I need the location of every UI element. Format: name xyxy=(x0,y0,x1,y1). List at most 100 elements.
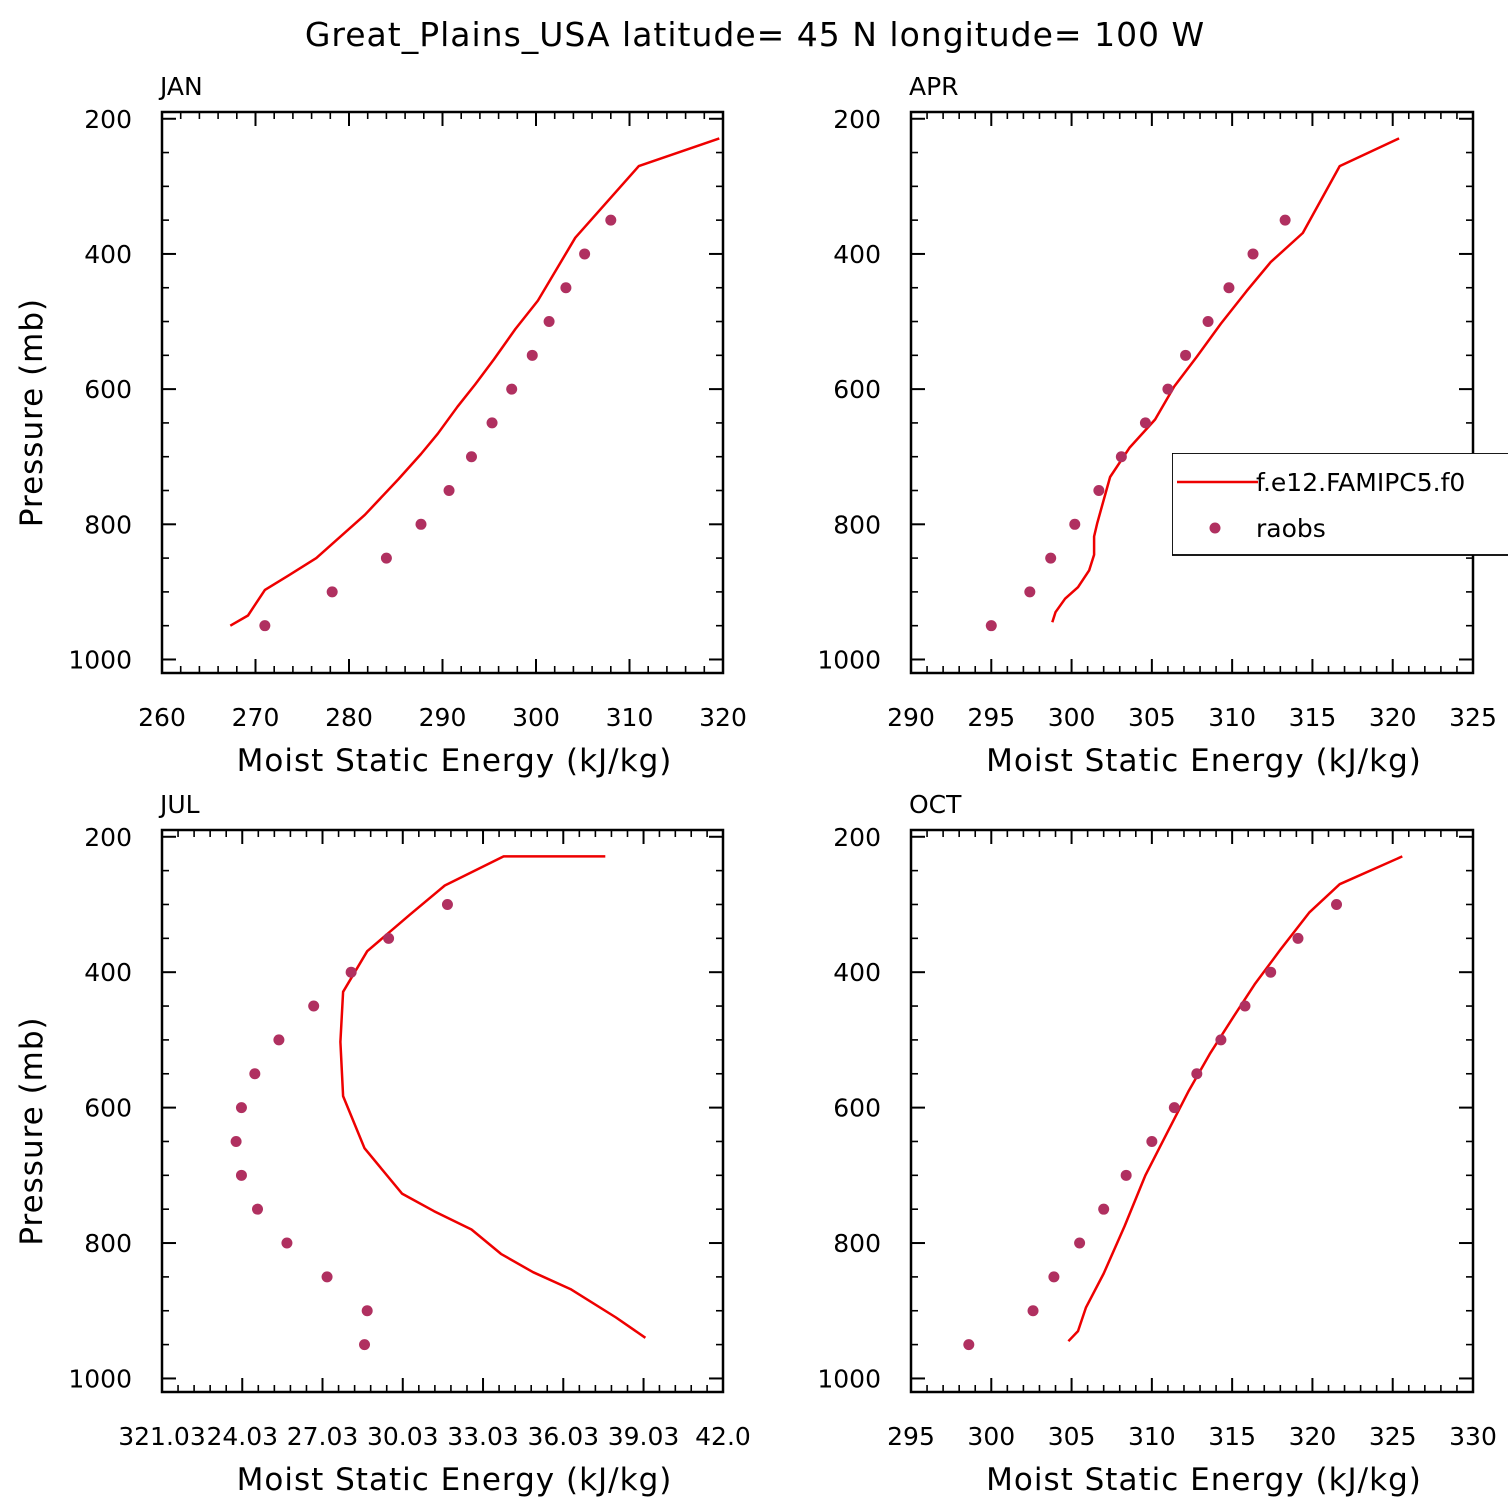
x-tick-label: 321.03 xyxy=(118,1422,205,1451)
x-tick-label: 300 xyxy=(512,703,560,732)
panel-title: JUL xyxy=(158,790,200,819)
raobs-point xyxy=(235,1169,247,1181)
raobs-point xyxy=(1024,586,1036,598)
x-tick-label: 290 xyxy=(887,703,935,732)
y-tick-label: 1000 xyxy=(817,645,881,674)
figure-title: Great_Plains_USA latitude= 45 N longitud… xyxy=(305,15,1205,54)
raobs-point xyxy=(1115,451,1127,463)
x-axis-label: Moist Static Energy (kJ/kg) xyxy=(237,1462,673,1498)
raobs-point xyxy=(1120,1169,1132,1181)
raobs-point xyxy=(1168,1102,1180,1114)
x-tick-label: 30.03 xyxy=(367,1422,439,1451)
raobs-point xyxy=(1069,518,1081,530)
x-tick-label: 325 xyxy=(1369,1422,1417,1451)
x-tick-label: 320 xyxy=(1289,1422,1337,1451)
y-axis-label: Pressure (mb) xyxy=(14,298,50,527)
y-tick-label: 800 xyxy=(833,510,881,539)
raobs-point xyxy=(1265,966,1277,978)
x-tick-label: 305 xyxy=(1048,1422,1096,1451)
model-line xyxy=(1051,137,1400,623)
y-tick-label: 1000 xyxy=(68,645,132,674)
panel-jul: 321.03 24.03 27.03 30.03 33.03 36.03 39.03 42.0… xyxy=(14,790,751,1498)
panel-apr: 290 295 300 305 310 315 320 325 200 400 600 800 1000… xyxy=(817,72,1508,779)
y-tick-label: 800 xyxy=(84,1229,132,1258)
x-tick-label: 280 xyxy=(325,703,373,732)
x-tick-label: 310 xyxy=(606,703,654,732)
raobs-point xyxy=(235,1102,247,1114)
raobs-point xyxy=(345,966,357,978)
x-tick-label: 24.03 xyxy=(206,1422,278,1451)
model-line xyxy=(1067,855,1403,1343)
raobs-point xyxy=(249,1068,261,1080)
raobs-point xyxy=(1045,552,1057,564)
x-axis-label: Moist Static Energy (kJ/kg) xyxy=(986,1462,1422,1498)
raobs-point xyxy=(506,383,518,395)
x-tick-label: 310 xyxy=(1128,1422,1176,1451)
raobs-point xyxy=(605,214,617,226)
raobs-point xyxy=(1191,1068,1203,1080)
y-tick-label: 200 xyxy=(84,105,132,134)
raobs-point xyxy=(259,620,271,632)
panel-title: JAN xyxy=(158,72,203,101)
panel-title: APR xyxy=(909,72,959,101)
raobs-point xyxy=(579,248,591,260)
x-tick-label: 300 xyxy=(967,1422,1015,1451)
raobs-point xyxy=(359,1339,371,1351)
raobs-point xyxy=(326,586,338,598)
raobs-point xyxy=(985,620,997,632)
plot-frame xyxy=(160,110,725,675)
y-tick-label: 200 xyxy=(833,823,881,852)
legend: f.e12.FAMIPC5.f0 raobs xyxy=(1172,453,1508,556)
y-tick-label: 400 xyxy=(84,240,132,269)
raobs-point xyxy=(543,316,555,328)
raobs-point xyxy=(1146,1135,1158,1147)
raobs-point xyxy=(560,282,572,294)
raobs-point xyxy=(1027,1305,1039,1317)
y-tick-label: 1000 xyxy=(817,1364,881,1393)
raobs-point xyxy=(1202,316,1214,328)
raobs-point xyxy=(1247,248,1259,260)
y-tick-label: 1000 xyxy=(68,1364,132,1393)
x-tick-label: 290 xyxy=(419,703,467,732)
raobs-point xyxy=(1215,1034,1227,1046)
raobs-point xyxy=(526,349,538,361)
x-tick-label: 39.03 xyxy=(608,1422,680,1451)
raobs-point xyxy=(1279,214,1291,226)
raobs-point xyxy=(1074,1237,1086,1249)
raobs-point xyxy=(963,1339,975,1351)
x-tick-label: 325 xyxy=(1449,703,1497,732)
raobs-point xyxy=(486,417,498,429)
raobs-point xyxy=(441,898,453,910)
x-tick-label: 270 xyxy=(232,703,280,732)
legend-marker-swatch xyxy=(1209,522,1221,534)
x-axis-label: Moist Static Energy (kJ/kg) xyxy=(986,743,1422,779)
model-line xyxy=(339,855,647,1339)
x-tick-label: 320 xyxy=(699,703,747,732)
y-tick-label: 400 xyxy=(833,240,881,269)
x-tick-label: 310 xyxy=(1208,703,1256,732)
y-tick-label: 600 xyxy=(833,375,881,404)
x-tick-label: 27.03 xyxy=(287,1422,359,1451)
x-tick-label: 320 xyxy=(1369,703,1417,732)
y-axis-label: Pressure (mb) xyxy=(14,1016,50,1245)
y-tick-label: 600 xyxy=(84,1094,132,1123)
y-tick-label: 600 xyxy=(833,1094,881,1123)
raobs-point xyxy=(1098,1203,1110,1215)
panel-oct: 295 300 305 310 315 320 325 330 200 400 600 800 1000… xyxy=(817,790,1496,1498)
y-tick-label: 400 xyxy=(833,958,881,987)
raobs-point xyxy=(321,1271,333,1283)
raobs-point xyxy=(415,518,427,530)
raobs-point xyxy=(361,1305,373,1317)
plot-frame xyxy=(160,828,725,1394)
x-tick-label: 42.0 xyxy=(695,1422,751,1451)
x-tick-label: 300 xyxy=(1048,703,1096,732)
raobs-point xyxy=(308,1000,320,1012)
raobs-point xyxy=(1093,485,1105,497)
legend-box xyxy=(1172,453,1508,556)
model-line xyxy=(229,137,720,627)
raobs-point xyxy=(281,1237,293,1249)
legend-label-model: f.e12.FAMIPC5.f0 xyxy=(1256,468,1465,497)
x-tick-label: 295 xyxy=(887,1422,935,1451)
x-tick-label: 305 xyxy=(1128,703,1176,732)
panel-jan: 260 270 280 290 300 310 320 200 400 600 800 1000 JAN… xyxy=(14,72,747,779)
